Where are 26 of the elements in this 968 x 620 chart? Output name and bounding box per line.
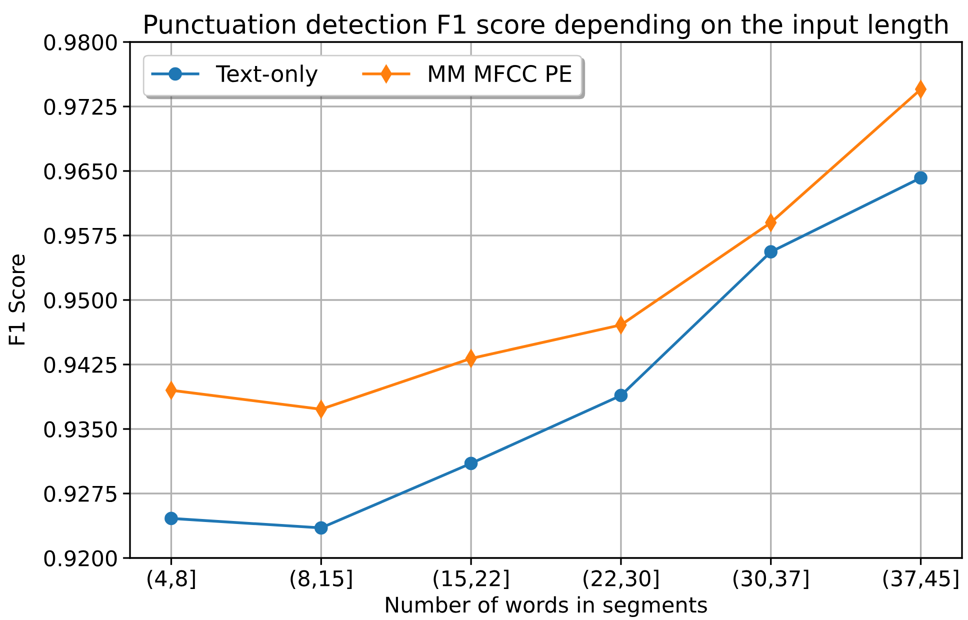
legend-label: Text-only (216, 64, 318, 87)
y-tick-label: 0.9425 (44, 356, 116, 373)
point (764, 245, 778, 259)
point (914, 171, 928, 185)
x-tick-label: (4,8] (148, 570, 195, 589)
legend-label: MM MFCC PE (429, 65, 572, 82)
point (314, 521, 328, 535)
y-tick-label: 0.9800 (44, 34, 117, 50)
x-tick-label: (37,45] (883, 570, 958, 589)
y-axis-title: F1 Score (8, 254, 25, 344)
y-tick-label: 0.9725 (44, 98, 116, 115)
x-axis-title: Number of words in segments (386, 596, 707, 618)
y-tick-label: 0.9500 (44, 292, 117, 308)
chart-title: Punctuation detection F1 score depending on the input length (144, 14, 948, 40)
x-tick-label: (30,37] (734, 570, 808, 589)
x-tick-label: (8,15] (290, 570, 352, 589)
y-tick-label: 0.9575 (44, 228, 116, 244)
x-tick-label: (15,22] (434, 570, 508, 589)
y-tick-label: 0.9200 (44, 550, 117, 566)
point (464, 456, 478, 470)
point (164, 512, 178, 526)
y-tick-label: 0.9650 (44, 163, 117, 180)
point (614, 388, 628, 402)
y-tick-label: 0.9350 (44, 421, 117, 438)
y-tick-label: 0.9275 (44, 486, 116, 502)
x-tick-label: (22,30] (584, 570, 658, 589)
